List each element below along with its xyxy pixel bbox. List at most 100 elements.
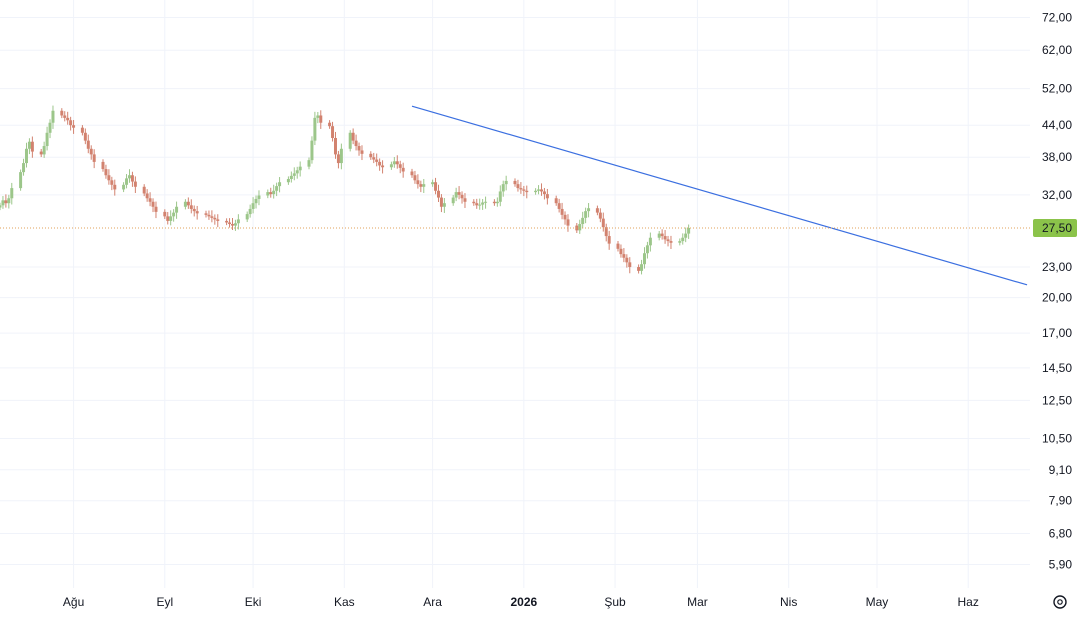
candle[interactable]: [142, 184, 146, 197]
candle[interactable]: [154, 201, 158, 219]
candle[interactable]: [292, 167, 296, 181]
candle[interactable]: [0, 202, 2, 211]
candle[interactable]: [83, 128, 87, 145]
candle[interactable]: [319, 110, 323, 129]
candle[interactable]: [475, 198, 479, 209]
candle[interactable]: [378, 158, 382, 171]
candle[interactable]: [534, 188, 538, 195]
candle[interactable]: [472, 199, 476, 206]
candle[interactable]: [492, 199, 496, 206]
candle[interactable]: [416, 174, 420, 189]
candle[interactable]: [295, 166, 299, 179]
candle[interactable]: [151, 198, 155, 213]
candle[interactable]: [454, 187, 458, 202]
candle[interactable]: [542, 187, 546, 200]
candle[interactable]: [328, 120, 332, 129]
candle[interactable]: [130, 171, 134, 187]
candle[interactable]: [669, 235, 673, 249]
chart-settings-button[interactable]: [1053, 595, 1067, 609]
candle[interactable]: [289, 171, 293, 183]
gear-icon[interactable]: [1053, 595, 1067, 609]
candle[interactable]: [133, 176, 137, 193]
candle[interactable]: [516, 179, 520, 192]
candle[interactable]: [122, 182, 126, 193]
candle[interactable]: [275, 182, 279, 197]
candle[interactable]: [113, 179, 117, 196]
candle[interactable]: [163, 209, 167, 219]
candle[interactable]: [230, 217, 234, 231]
x-axis[interactable]: Ağu Eyl Eki Kas Ara 2026 Şub Mar Nis May Haz: [63, 595, 979, 609]
candle[interactable]: [266, 189, 270, 199]
candle[interactable]: [10, 182, 14, 205]
trendline[interactable]: [411, 105, 1028, 286]
candle[interactable]: [389, 161, 393, 170]
candle[interactable]: [563, 211, 567, 225]
candle[interactable]: [645, 241, 649, 259]
candle[interactable]: [484, 196, 488, 209]
candle[interactable]: [607, 230, 611, 250]
candle[interactable]: [434, 177, 438, 195]
candle[interactable]: [339, 143, 343, 170]
candle[interactable]: [431, 179, 435, 187]
candle[interactable]: [451, 194, 455, 206]
candle[interactable]: [657, 230, 661, 241]
candle[interactable]: [566, 214, 570, 232]
candle[interactable]: [51, 105, 55, 129]
candle[interactable]: [248, 204, 252, 218]
candle[interactable]: [640, 259, 644, 275]
candle[interactable]: [251, 197, 255, 214]
candle[interactable]: [45, 126, 49, 151]
candle[interactable]: [207, 210, 211, 220]
candle[interactable]: [24, 142, 28, 168]
candle[interactable]: [504, 175, 508, 191]
candle[interactable]: [598, 208, 602, 223]
candle[interactable]: [663, 230, 667, 244]
candle[interactable]: [7, 194, 11, 209]
candle[interactable]: [110, 176, 114, 191]
candle[interactable]: [86, 134, 90, 154]
candle[interactable]: [213, 214, 217, 225]
candle[interactable]: [225, 218, 229, 226]
candle[interactable]: [4, 194, 8, 208]
candle[interactable]: [66, 111, 70, 125]
candle[interactable]: [22, 158, 26, 176]
candle[interactable]: [519, 182, 523, 194]
candle[interactable]: [310, 136, 314, 164]
candle[interactable]: [189, 199, 193, 214]
candle[interactable]: [195, 205, 199, 220]
candle[interactable]: [333, 131, 337, 159]
candle[interactable]: [360, 145, 364, 161]
candle[interactable]: [331, 121, 335, 142]
candle[interactable]: [127, 169, 131, 183]
candle[interactable]: [395, 155, 399, 169]
candle[interactable]: [216, 214, 220, 228]
candle[interactable]: [595, 205, 599, 216]
candle[interactable]: [666, 235, 670, 247]
candle[interactable]: [513, 178, 517, 187]
candles[interactable]: [0, 105, 691, 275]
candle[interactable]: [525, 185, 529, 199]
candle[interactable]: [678, 238, 682, 246]
candle[interactable]: [236, 214, 240, 230]
candle[interactable]: [69, 116, 73, 131]
candle[interactable]: [478, 198, 482, 210]
candle[interactable]: [372, 152, 376, 164]
candle[interactable]: [419, 180, 423, 193]
candle[interactable]: [681, 233, 685, 245]
candle[interactable]: [604, 223, 608, 242]
candle[interactable]: [537, 185, 541, 195]
candle[interactable]: [587, 203, 591, 218]
candle[interactable]: [457, 186, 461, 200]
candle[interactable]: [48, 119, 52, 139]
candle[interactable]: [272, 184, 276, 199]
candle[interactable]: [72, 120, 76, 134]
candle[interactable]: [286, 176, 290, 185]
candle[interactable]: [687, 224, 691, 239]
candle[interactable]: [354, 134, 358, 151]
candle[interactable]: [545, 188, 549, 205]
candle[interactable]: [422, 178, 426, 193]
candle[interactable]: [307, 157, 311, 170]
candle[interactable]: [439, 194, 443, 213]
candle[interactable]: [628, 257, 632, 274]
